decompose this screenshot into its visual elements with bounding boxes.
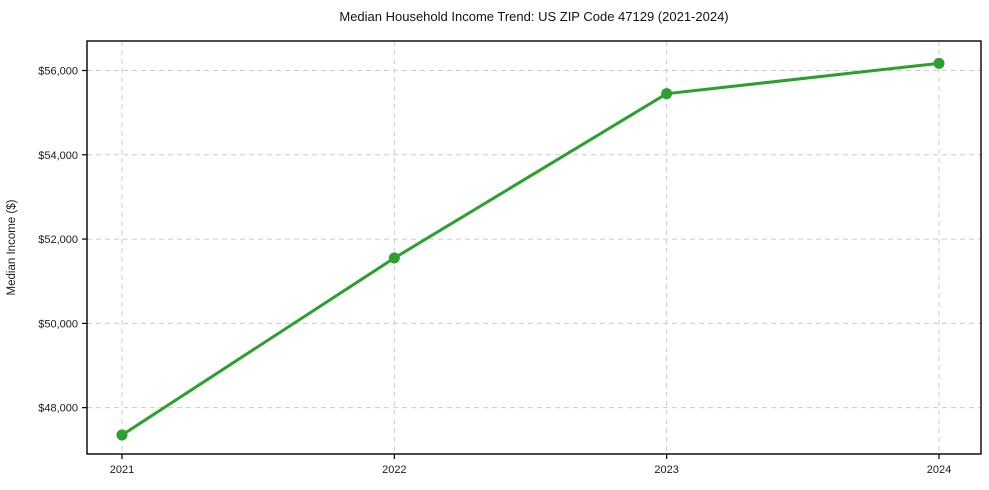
grid-layer xyxy=(87,41,981,454)
data-point-2024 xyxy=(933,57,945,69)
chart-title: Median Household Income Trend: US ZIP Co… xyxy=(339,9,728,24)
y-tick-label: $48,000 xyxy=(38,403,78,415)
x-tick-label: 2024 xyxy=(927,464,951,476)
y-tick-label: $54,000 xyxy=(38,150,78,162)
y-tick-label: $52,000 xyxy=(38,234,78,246)
data-point-2022 xyxy=(388,252,400,264)
y-axis-label: Median Income ($) xyxy=(6,199,18,295)
data-point-2021 xyxy=(116,429,128,441)
data-point-2023 xyxy=(661,88,673,100)
x-tick-label: 2023 xyxy=(654,464,678,476)
axis-layer: $48,000 $50,000 $52,000 $54,000 $56,000 2021 2… xyxy=(38,40,982,476)
x-tick-label: 2022 xyxy=(382,464,406,476)
y-tick-label: $56,000 xyxy=(38,66,78,78)
x-tick-label: 2021 xyxy=(110,464,134,476)
series-layer xyxy=(116,57,945,441)
plot-frame xyxy=(86,40,982,455)
y-tick-label: $50,000 xyxy=(38,318,78,330)
data-line xyxy=(120,61,941,437)
